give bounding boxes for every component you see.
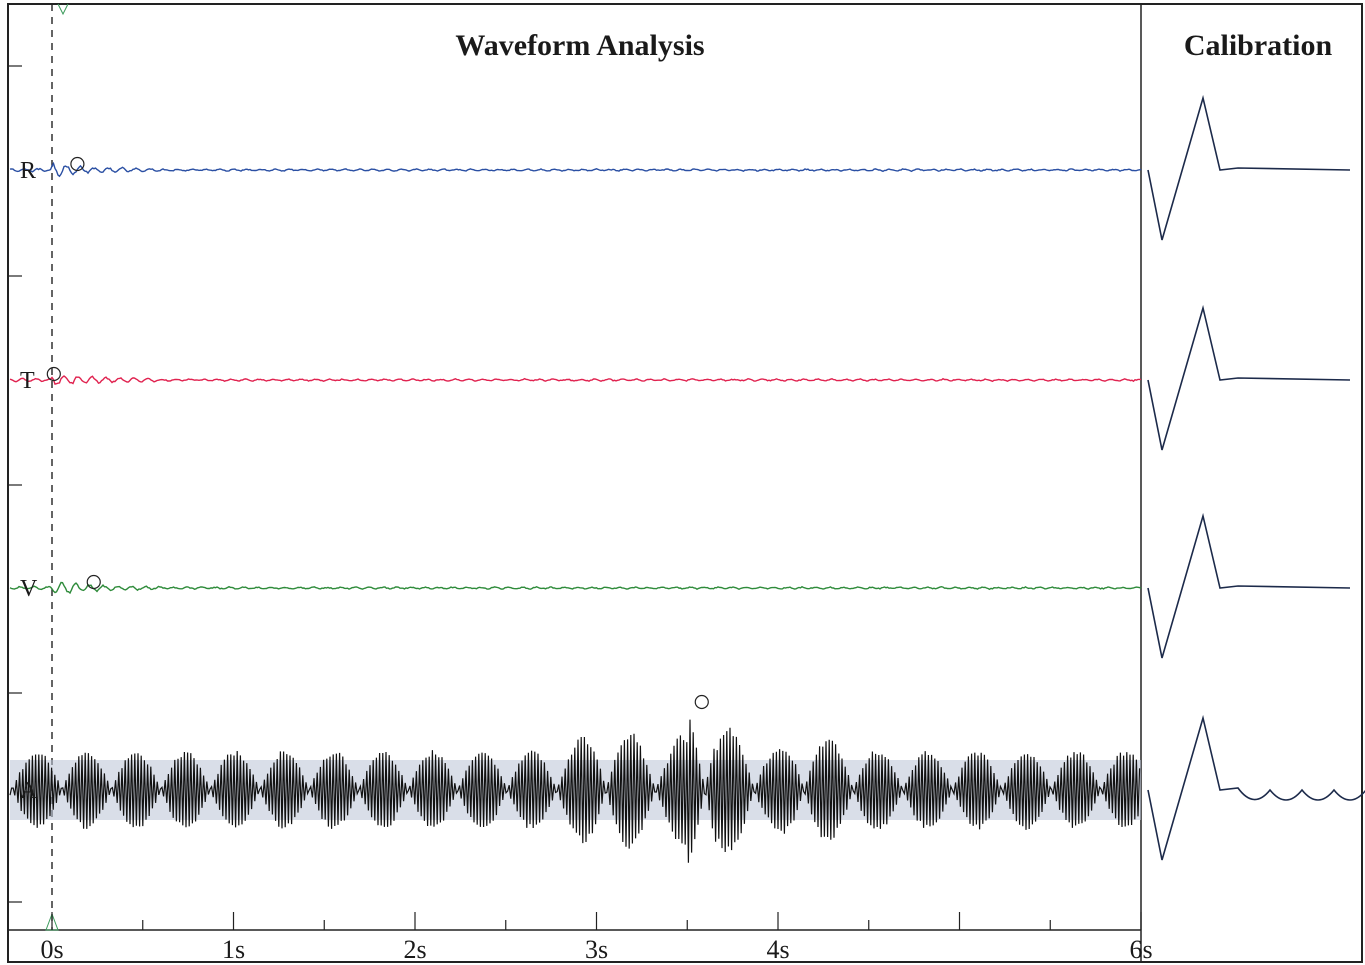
trace-r <box>9 161 1142 178</box>
peak-marker-v <box>86 574 101 590</box>
trace-layer <box>9 156 1142 863</box>
channel-label-r: R <box>20 158 36 184</box>
calibration-layer <box>1147 94 1365 861</box>
channel-labels: R T V A <box>20 158 38 804</box>
trace-v <box>9 581 1142 595</box>
peak-marker-r <box>70 156 85 172</box>
calibration-trace <box>1147 94 1351 241</box>
channel-label-a: A <box>20 778 38 804</box>
x-tick-label: 6s <box>1129 935 1152 964</box>
chart-title: Waveform Analysis <box>455 29 704 62</box>
outer-border <box>7 3 1363 963</box>
x-tick-label: 4s <box>766 935 789 964</box>
time-axis: 0s 1s 2s 3s 4s 6s <box>40 912 1153 964</box>
channel-label-v: V <box>20 576 38 602</box>
calibration-trace <box>1147 714 1365 861</box>
trigger-marker-top <box>57 3 69 16</box>
peak-marker-a <box>694 694 709 710</box>
calibration-trace <box>1147 512 1351 659</box>
trace-t <box>9 375 1141 385</box>
x-tick-label: 2s <box>403 935 426 964</box>
trace-a <box>9 719 1141 863</box>
x-tick-label: 1s <box>222 935 245 964</box>
calibration-trace <box>1147 304 1351 451</box>
channel-label-t: T <box>20 368 35 394</box>
peak-marker-t <box>46 366 61 382</box>
calibration-title: Calibration <box>1184 29 1333 62</box>
x-tick-label: 3s <box>585 935 608 964</box>
x-tick-label: 0s <box>40 935 63 964</box>
